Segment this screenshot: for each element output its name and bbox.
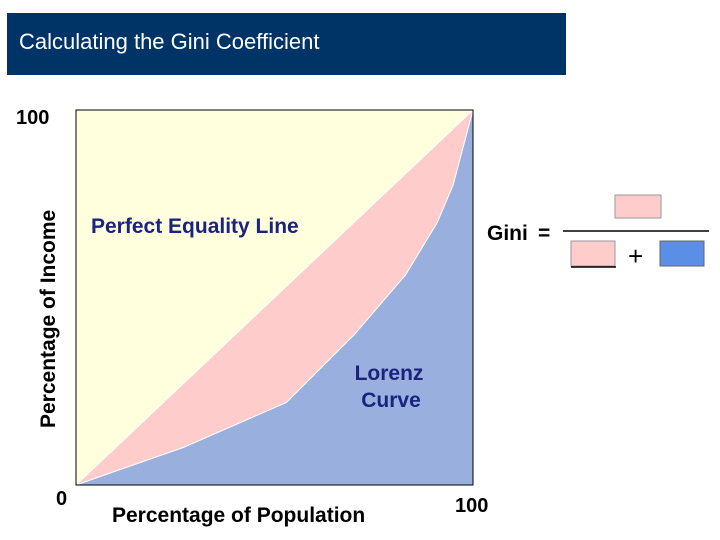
perfect-equality-line <box>75 109 474 486</box>
x-tick-max: 100 <box>455 495 488 517</box>
area-under-lorenz <box>76 110 473 485</box>
denominator-left-box <box>570 240 616 267</box>
equality-line-label: Perfect Equality Line <box>91 215 299 238</box>
lorenz-curve-label-line2: Curve <box>361 389 421 412</box>
plus-sign: + <box>628 241 643 271</box>
gini-label: Gini <box>487 222 528 245</box>
origin-label: 0 <box>56 488 67 510</box>
numerator-box <box>614 194 662 219</box>
denominator-right-box <box>659 240 705 267</box>
x-axis-label: Percentage of Population <box>112 504 365 527</box>
page-title: Calculating the Gini Coefficient <box>19 29 320 54</box>
lorenz-curve-label-line1: Lorenz <box>355 362 424 385</box>
y-axis-label: Percentage of Income <box>37 210 60 428</box>
title-bar: Calculating the Gini Coefficient <box>7 13 566 75</box>
lorenz-curve-line <box>75 109 474 486</box>
plot-frame <box>75 109 474 486</box>
gini-equals: = <box>538 222 550 245</box>
y-tick-max: 100 <box>16 107 49 129</box>
